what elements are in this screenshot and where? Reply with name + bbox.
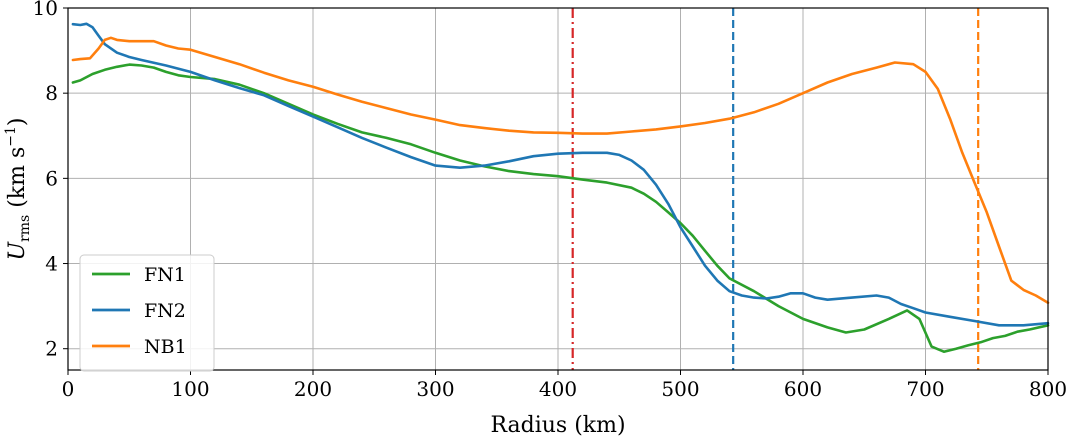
legend-label-fn1: FN1 (144, 264, 186, 286)
y-axis-label-units-close: ) (5, 118, 30, 127)
legend-entries: FN1 FN2 NB1 (92, 264, 187, 358)
y-axis-label: Urms (km s−1) (3, 118, 33, 261)
y-tick-label: 8 (45, 81, 58, 105)
axis-ticks: 0 100 200 300 400 500 600 700 800 2 4 6 8 10 (33, 0, 1067, 401)
x-tick-label: 100 (171, 377, 209, 401)
x-tick-label: 300 (416, 377, 454, 401)
y-tick-label: 6 (45, 166, 58, 190)
legend: FN1 FN2 NB1 (79, 254, 215, 372)
series-lines (71, 22, 1050, 353)
y-axis-label-exponent: −1 (3, 126, 19, 147)
y-axis-label-symbol: U (5, 241, 30, 261)
legend-box (79, 254, 215, 372)
x-axis-label: Radius (km) (490, 413, 625, 438)
x-tick-label: 200 (294, 377, 332, 401)
x-tick-label: 500 (661, 377, 699, 401)
legend-label-fn2: FN2 (144, 300, 186, 322)
series-line-nb1 (71, 36, 1050, 304)
y-tick-label: 4 (45, 252, 58, 276)
x-tick-label: 0 (62, 377, 75, 401)
y-axis-label-subscript: rms (17, 215, 33, 242)
x-tick-label: 700 (906, 377, 944, 401)
x-tick-label: 400 (539, 377, 577, 401)
y-tick-label: 2 (45, 337, 58, 361)
series-line-fn2 (71, 22, 1050, 327)
x-tick-label: 600 (784, 377, 822, 401)
series-line-fn1 (71, 63, 1050, 353)
y-axis-label-units: (km s (5, 147, 30, 215)
y-tick-label: 10 (33, 0, 58, 20)
legend-label-nb1: NB1 (144, 336, 187, 358)
x-tick-label: 800 (1029, 377, 1067, 401)
